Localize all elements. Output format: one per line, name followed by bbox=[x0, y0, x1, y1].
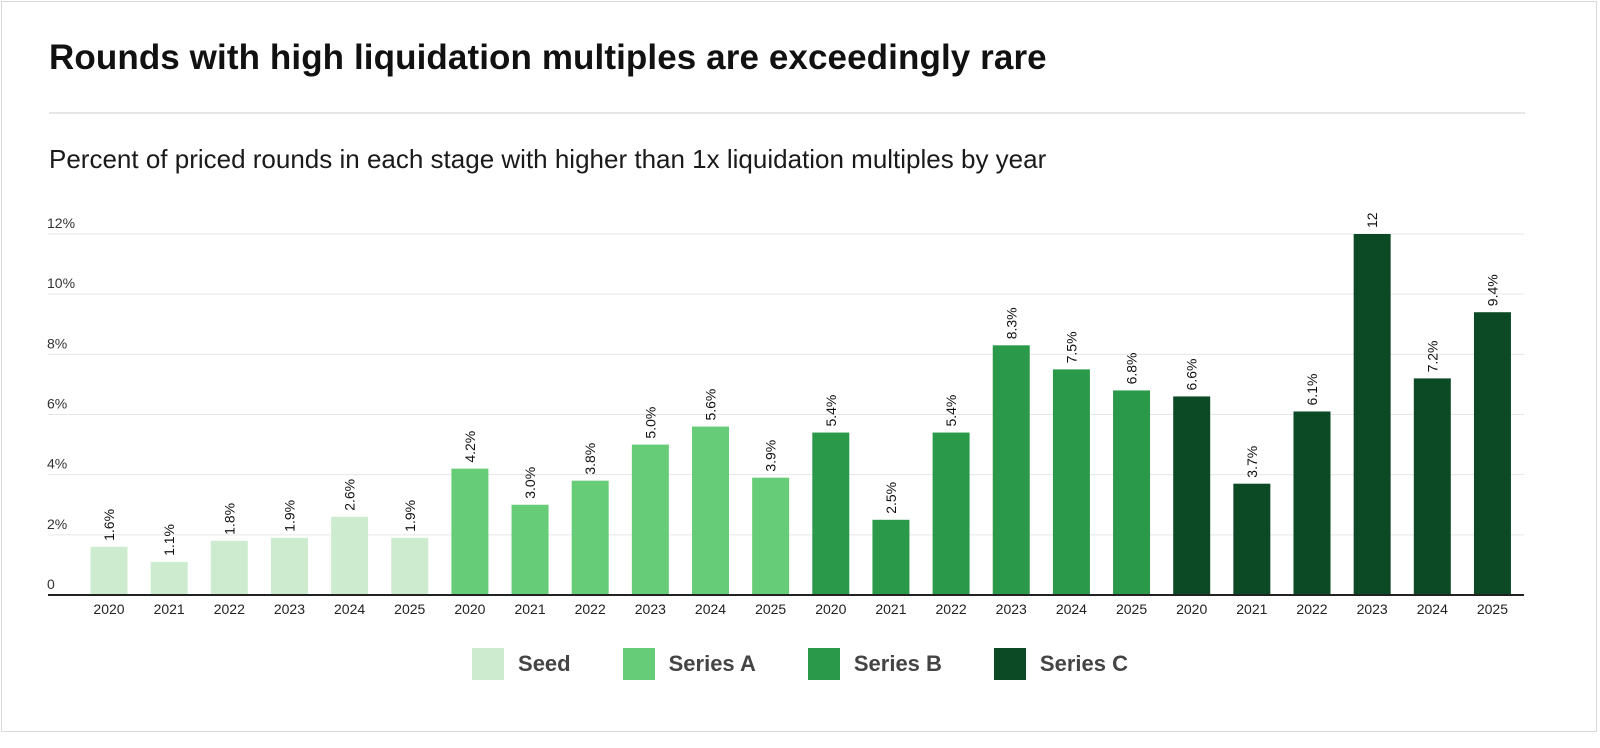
data-label: 3.0% bbox=[522, 467, 538, 499]
bar bbox=[992, 345, 1030, 595]
data-label: 1.6% bbox=[101, 509, 117, 541]
x-tick-label: 2022 bbox=[214, 601, 245, 617]
data-label: 1.8% bbox=[221, 503, 237, 535]
data-label: 6.8% bbox=[1124, 353, 1140, 385]
data-label: 1.1% bbox=[161, 524, 177, 556]
bar bbox=[812, 432, 850, 595]
data-label: 5.0% bbox=[642, 407, 658, 439]
bar bbox=[932, 432, 970, 595]
data-label: 12 bbox=[1364, 212, 1380, 228]
x-tick-label: 2022 bbox=[1296, 601, 1327, 617]
y-tick-label: 12% bbox=[47, 215, 75, 231]
legend-swatch bbox=[993, 648, 1026, 680]
legend-label: Series B bbox=[853, 651, 942, 676]
bar bbox=[511, 504, 549, 595]
x-tick-label: 2023 bbox=[996, 601, 1027, 617]
data-label: 6.6% bbox=[1184, 359, 1200, 391]
x-tick-label: 2025 bbox=[1477, 601, 1508, 617]
data-label: 3.8% bbox=[582, 443, 598, 475]
legend-item: Series B bbox=[807, 648, 942, 680]
bar bbox=[752, 477, 790, 595]
data-label: 7.5% bbox=[1063, 331, 1079, 363]
data-label: 8.3% bbox=[1003, 307, 1019, 339]
data-label: 1.9% bbox=[281, 500, 297, 532]
x-tick-label: 2020 bbox=[815, 601, 846, 617]
x-tick-label: 2025 bbox=[1116, 601, 1147, 617]
legend-swatch bbox=[472, 648, 505, 680]
x-tick-label: 2024 bbox=[334, 601, 365, 617]
title-divider bbox=[49, 112, 1525, 114]
bar bbox=[270, 537, 308, 595]
legend-label: Series C bbox=[1039, 651, 1128, 676]
bar bbox=[1113, 390, 1151, 595]
data-label: 1.9% bbox=[402, 500, 418, 532]
x-tick-label: 2021 bbox=[154, 601, 185, 617]
x-tick-label: 2023 bbox=[274, 601, 305, 617]
legend-label: Series A bbox=[668, 651, 756, 676]
legend-item: Series A bbox=[622, 648, 756, 680]
x-tick-label: 2024 bbox=[1417, 601, 1448, 617]
bar bbox=[631, 444, 669, 595]
x-tick-label: 2021 bbox=[514, 601, 545, 617]
x-tick-label: 2025 bbox=[755, 601, 786, 617]
chart-title: Rounds with high liquidation multiples a… bbox=[49, 38, 1047, 77]
x-tick-label: 2020 bbox=[93, 601, 124, 617]
data-label: 9.4% bbox=[1484, 274, 1500, 306]
chart-subtitle: Percent of priced rounds in each stage w… bbox=[49, 144, 1047, 174]
data-label: 3.7% bbox=[1244, 446, 1260, 478]
data-label: 3.9% bbox=[763, 440, 779, 472]
bar bbox=[331, 516, 369, 595]
data-label: 6.1% bbox=[1304, 374, 1320, 406]
bar bbox=[1413, 378, 1451, 595]
x-tick-label: 2022 bbox=[575, 601, 606, 617]
legend-swatch bbox=[807, 648, 840, 680]
bar bbox=[872, 519, 910, 595]
legend-item: Seed bbox=[472, 648, 571, 680]
x-tick-label: 2025 bbox=[394, 601, 425, 617]
bar bbox=[692, 426, 729, 595]
data-label: 5.4% bbox=[943, 395, 959, 427]
legend-item: Series C bbox=[993, 648, 1128, 680]
bar bbox=[1353, 234, 1391, 595]
legend-swatch bbox=[622, 648, 655, 680]
y-tick-label: 8% bbox=[47, 335, 67, 351]
y-tick-label: 2% bbox=[47, 516, 67, 532]
bar bbox=[571, 480, 609, 595]
bar-chart: 0 2% 4% 6% 8% 10% 12% 1.6% 2020 1.1% 2021 1.8% 2022 1… bbox=[47, 212, 1524, 617]
bar bbox=[391, 537, 429, 595]
x-tick-label: 2022 bbox=[936, 601, 967, 617]
data-label: 4.2% bbox=[462, 431, 478, 463]
bar bbox=[451, 468, 489, 595]
bar bbox=[210, 540, 248, 595]
x-tick-label: 2024 bbox=[1056, 601, 1087, 617]
x-tick-label: 2020 bbox=[1176, 601, 1207, 617]
y-tick-label: 0 bbox=[47, 576, 55, 592]
x-tick-label: 2021 bbox=[1236, 601, 1267, 617]
data-label: 2.5% bbox=[883, 482, 899, 514]
x-tick-label: 2021 bbox=[875, 601, 906, 617]
y-tick-label: 6% bbox=[47, 396, 67, 412]
bar bbox=[1173, 396, 1211, 595]
x-tick-label: 2024 bbox=[695, 601, 726, 617]
x-tick-label: 2023 bbox=[635, 601, 666, 617]
legend-label: Seed bbox=[518, 651, 571, 676]
bar bbox=[1233, 483, 1271, 595]
bar bbox=[1052, 369, 1090, 595]
data-label: 5.4% bbox=[823, 395, 839, 427]
y-tick-label: 10% bbox=[47, 275, 75, 291]
bar bbox=[150, 561, 188, 595]
data-label: 7.2% bbox=[1424, 340, 1440, 372]
data-label: 5.6% bbox=[703, 389, 719, 421]
bar bbox=[1473, 312, 1511, 595]
data-label: 2.6% bbox=[342, 479, 358, 511]
y-tick-label: 4% bbox=[47, 456, 67, 472]
bar bbox=[90, 546, 128, 595]
bar bbox=[1293, 411, 1331, 595]
chart-frame bbox=[1, 1, 1597, 732]
x-tick-label: 2020 bbox=[454, 601, 485, 617]
legend: Seed Series A Series B Series C bbox=[0, 648, 1600, 680]
x-tick-label: 2023 bbox=[1357, 601, 1388, 617]
